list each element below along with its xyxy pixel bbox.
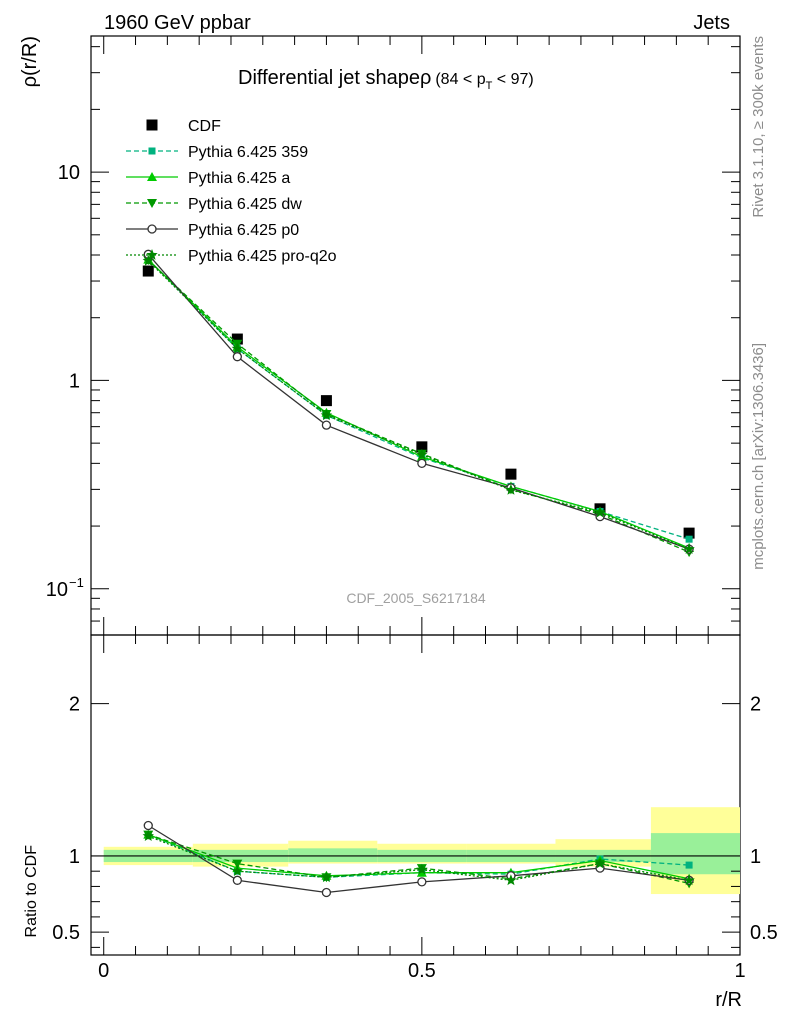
main-point-cdf <box>320 395 332 407</box>
main-point-pq2o <box>142 254 154 266</box>
ratio-point-pq2o <box>416 863 428 875</box>
ratio-y-tick-label: 2 <box>69 694 80 716</box>
legend-marker-p359 <box>148 147 156 155</box>
legend-marker-cdf <box>146 119 158 131</box>
main-point-pq2o <box>320 409 333 421</box>
x-axis-label: r/R <box>715 989 742 1011</box>
ratio-point-pq2o <box>142 830 154 841</box>
header-right-label: Jets <box>693 12 730 34</box>
ratio-point-pq2o <box>231 865 243 876</box>
legend-label-cdf: CDF <box>188 118 221 135</box>
main-point-pq2o <box>683 543 695 554</box>
header-left-label: 1960 GeV ppbar <box>104 12 251 34</box>
ratio-y-tick-label-right: 2 <box>750 694 761 716</box>
main-title-range-prefix: (84 < p <box>435 71 485 88</box>
main-y-axis-label: ρ(r/R) <box>19 36 41 87</box>
main-point-pq2o <box>594 506 606 518</box>
main-point-pq2o <box>505 484 517 495</box>
main-title: Differential jet shapeρ (84 < pT < 97) <box>238 67 534 92</box>
ratio-point-pdw <box>232 859 243 869</box>
ratio-y-tick-label: 1 <box>69 846 80 868</box>
ratio-point-p359 <box>685 861 693 869</box>
ratio-series-group <box>142 820 695 898</box>
ratio-panel-frame <box>90 634 741 956</box>
ratio-point-pq2o <box>594 857 606 869</box>
main-title-text: Differential jet shapeρ <box>238 67 431 89</box>
main-point-pq2o <box>416 448 428 460</box>
main-point-pp0 <box>232 352 242 362</box>
ratio-point-pp0 <box>232 875 242 885</box>
ratio-y-axis-label: Ratio to CDF <box>23 845 40 938</box>
main-point-p359 <box>685 535 693 543</box>
ratio-point-pp0 <box>143 820 153 831</box>
ratio-point-pp0 <box>417 877 427 887</box>
x-tick-label: 1 <box>734 960 745 982</box>
main-y-tick-exponent: −1 <box>69 575 84 590</box>
x-tick-label: 0.5 <box>408 960 436 982</box>
main-point-pp0 <box>417 458 427 468</box>
x-tick-label: 0 <box>98 960 109 982</box>
legend-label-pp0: Pythia 6.425 p0 <box>188 222 299 239</box>
legend-label-pdw: Pythia 6.425 dw <box>188 196 302 213</box>
main-point-pq2o <box>231 342 243 354</box>
main-y-tick-label: 10 <box>58 162 80 184</box>
ratio-y-tick-label: 0.5 <box>52 922 80 944</box>
main-point-cdf <box>505 468 517 480</box>
legend-marker-pdw <box>147 199 157 208</box>
ratio-point-pq2o <box>320 871 333 883</box>
legend-marker-pq2o <box>146 249 158 260</box>
main-y-tick-label: 1 <box>69 370 80 392</box>
analysis-watermark: CDF_2005_S6217184 <box>346 590 486 606</box>
main-point-pp0 <box>321 420 332 430</box>
legend-marker-pp0 <box>147 224 157 234</box>
main-point-cdf <box>142 265 154 277</box>
legend-label-pq2o: Pythia 6.425 pro-q2o <box>188 248 337 265</box>
main-y-tick-label: 10 <box>46 579 68 601</box>
ratio-axis-ticks: 2 21 10.5 0.50 0.5 1 <box>52 635 778 982</box>
legend-label-p359: Pythia 6.425 359 <box>188 144 308 161</box>
main-title-range-sub: T <box>486 80 493 92</box>
ratio-y-tick-label-right: 0.5 <box>750 922 778 944</box>
ratio-point-pp0 <box>321 887 332 898</box>
main-title-range-suffix: < 97) <box>492 71 533 88</box>
ratio-point-pq2o <box>505 874 517 886</box>
main-point-cdf <box>231 333 243 345</box>
mcplots-label: mcplots.cern.ch [arXiv:1306.3436] <box>750 343 767 570</box>
legend-marker-pa <box>147 172 157 181</box>
main-point-cdf <box>416 441 428 453</box>
main-series-group <box>142 249 695 558</box>
ratio-band-stat <box>650 833 740 875</box>
ratio-band-stat <box>288 848 378 863</box>
ratio-point-pq2o <box>683 874 695 886</box>
legend-label-pa: Pythia 6.425 a <box>188 170 290 187</box>
main-point-cdf <box>683 527 695 539</box>
legend: CDF Pythia 6.425 359 Pythia 6.425 a Pythia … <box>126 118 337 265</box>
rivet-label: Rivet 3.1.10, ≥ 300k events <box>750 36 767 218</box>
ratio-uncertainty-bands <box>91 807 740 895</box>
ratio-y-tick-label-right: 1 <box>750 846 761 868</box>
